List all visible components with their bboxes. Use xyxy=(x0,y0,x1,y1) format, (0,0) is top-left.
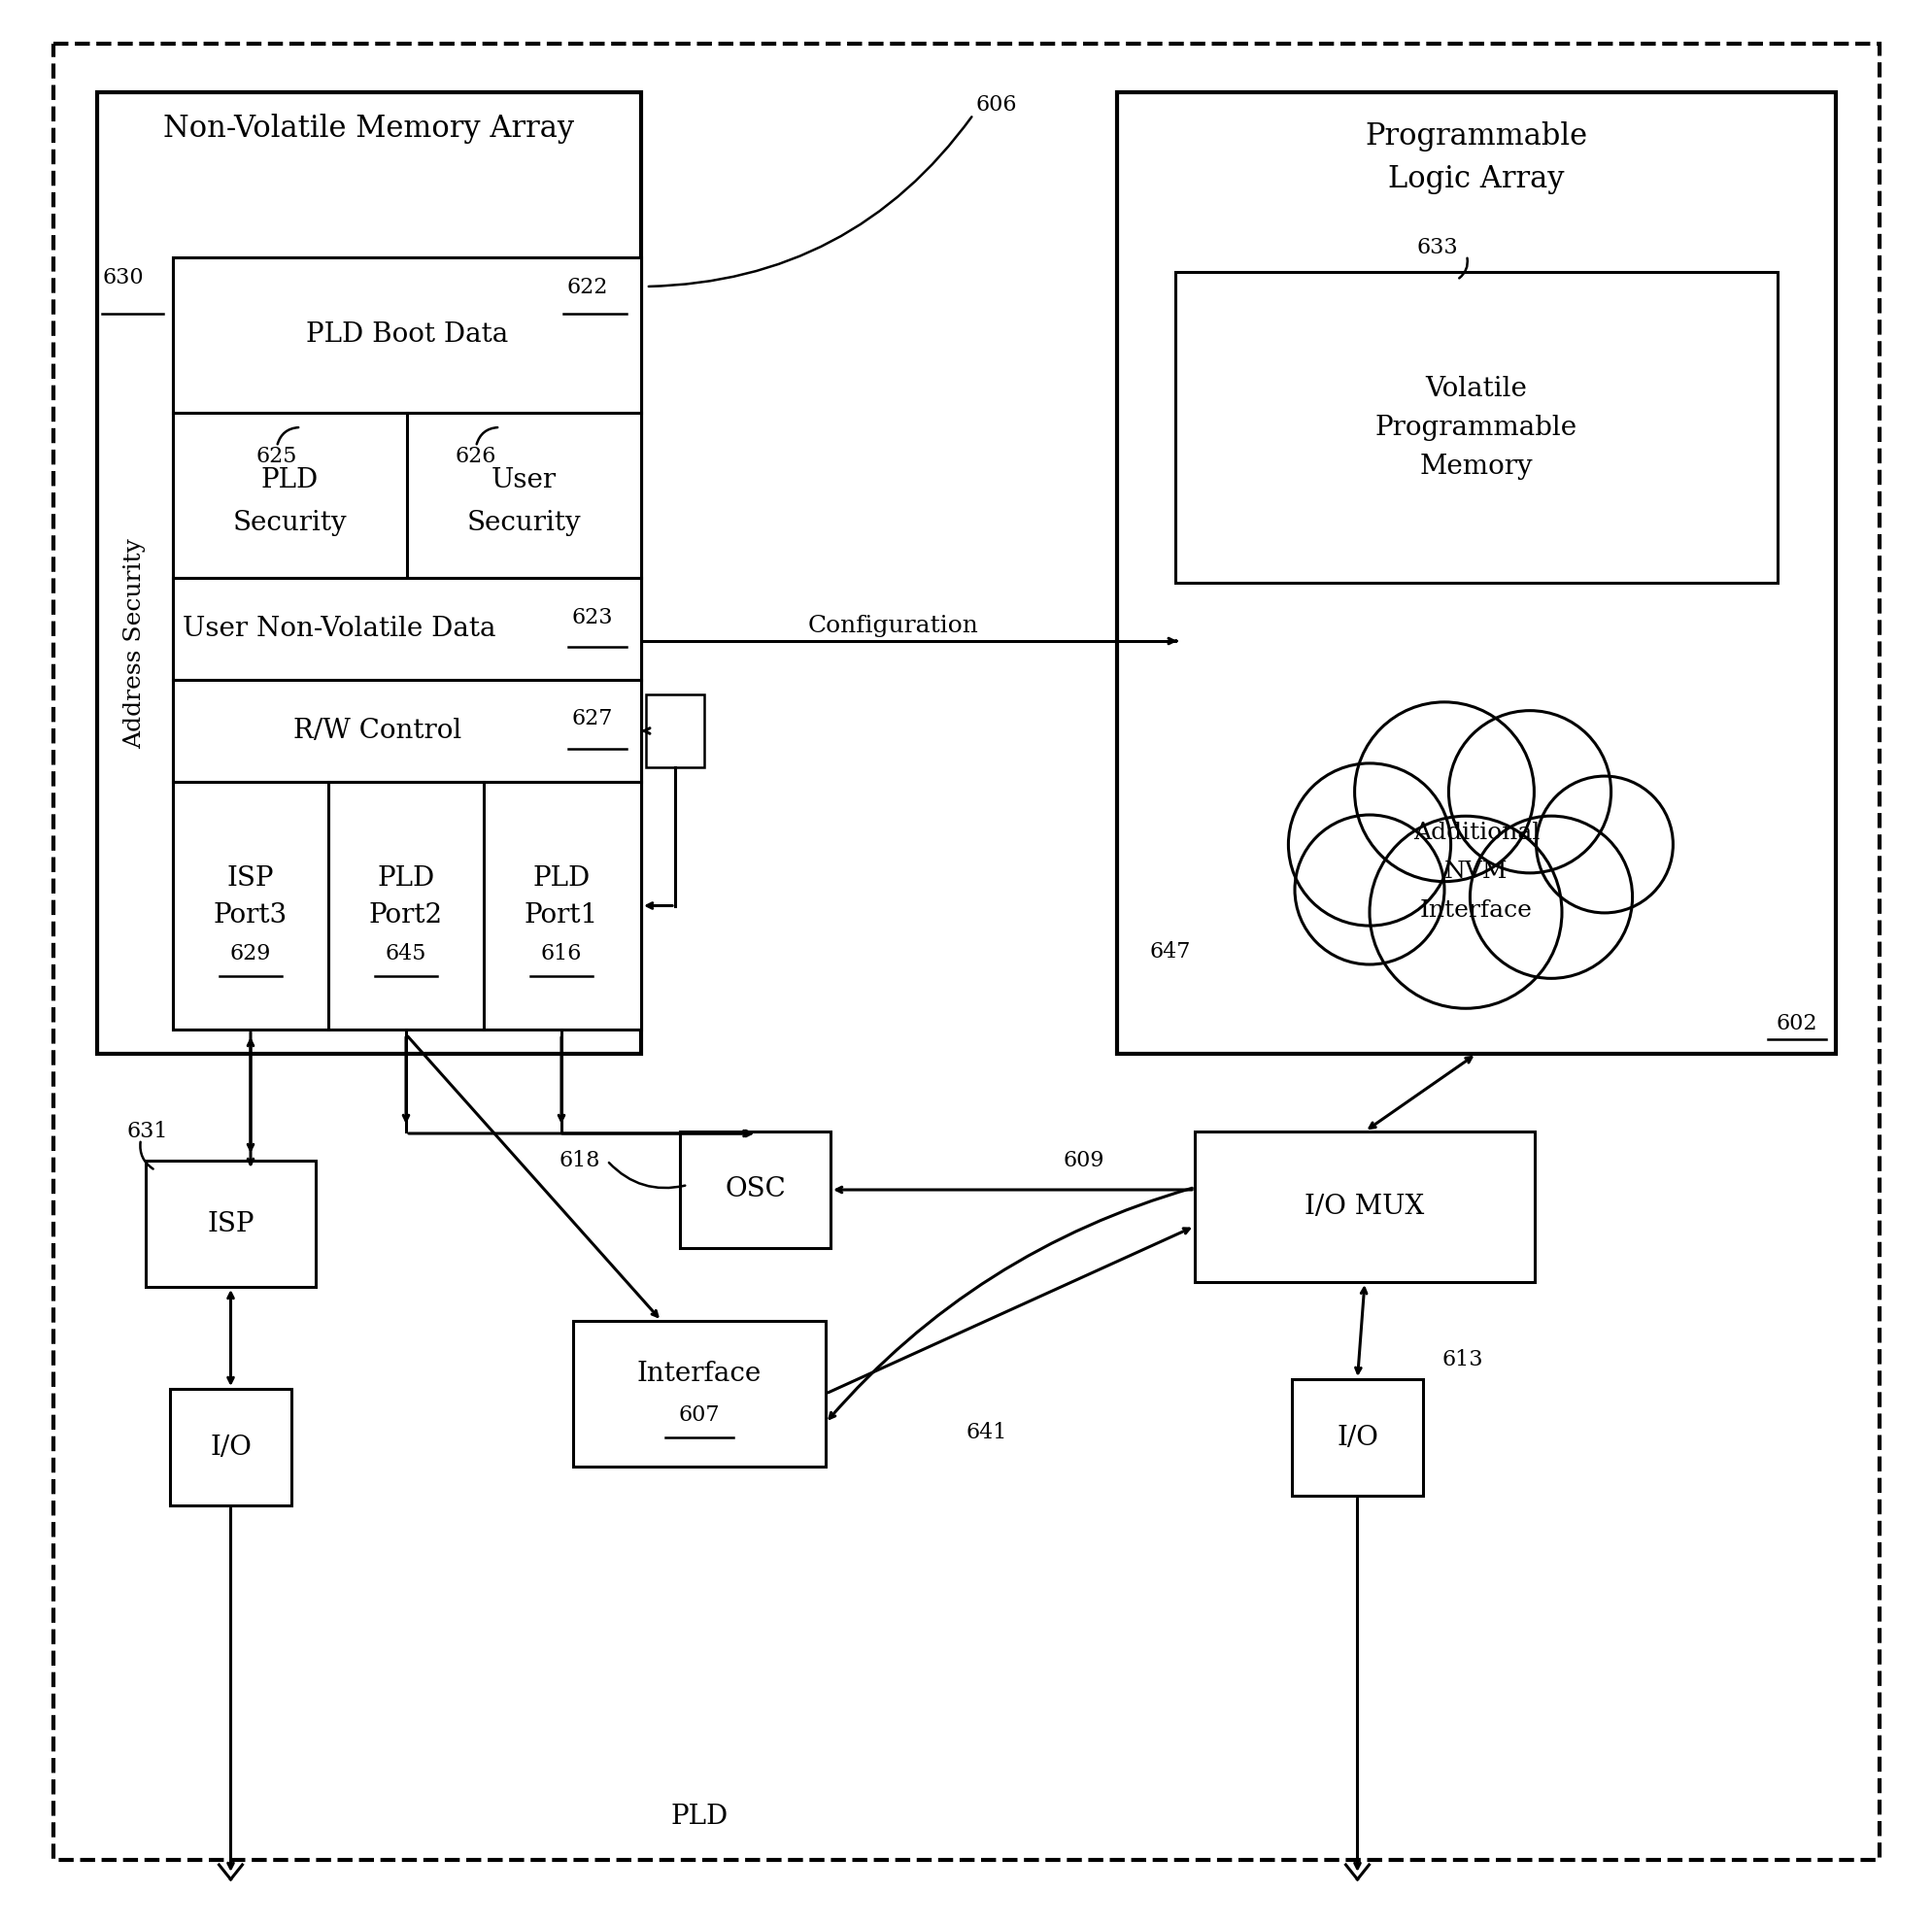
Text: Port3: Port3 xyxy=(214,903,288,928)
Circle shape xyxy=(1289,764,1451,926)
Text: Non-Volatile Memory Array: Non-Volatile Memory Array xyxy=(164,114,574,144)
Text: Configuration: Configuration xyxy=(808,616,980,637)
Text: ISP: ISP xyxy=(207,1211,255,1238)
Text: PLD: PLD xyxy=(670,1804,728,1829)
Circle shape xyxy=(1354,703,1534,882)
Text: 622: 622 xyxy=(568,277,609,298)
Text: 627: 627 xyxy=(572,708,612,730)
Text: ISP: ISP xyxy=(228,866,274,891)
Circle shape xyxy=(1449,710,1611,874)
Text: User Non-Volatile Data: User Non-Volatile Data xyxy=(184,616,497,643)
Bar xyxy=(172,578,641,680)
Bar xyxy=(645,695,705,768)
Text: Additional: Additional xyxy=(1412,822,1540,843)
Text: Programmable: Programmable xyxy=(1366,121,1588,150)
Text: 607: 607 xyxy=(678,1405,721,1426)
Text: R/W Control: R/W Control xyxy=(294,718,462,743)
Text: I/O: I/O xyxy=(1337,1424,1378,1451)
Text: 647: 647 xyxy=(1150,941,1190,962)
Text: Security: Security xyxy=(234,510,348,535)
Text: Address Security: Address Security xyxy=(124,539,147,749)
Bar xyxy=(1117,92,1835,1053)
Circle shape xyxy=(1470,816,1633,978)
Text: PLD Boot Data: PLD Boot Data xyxy=(305,321,508,348)
Text: Programmable: Programmable xyxy=(1376,414,1578,441)
Text: Interface: Interface xyxy=(1420,899,1532,922)
Text: 613: 613 xyxy=(1443,1349,1484,1371)
Text: I/O: I/O xyxy=(211,1434,251,1461)
Text: 641: 641 xyxy=(966,1423,1009,1444)
Text: 623: 623 xyxy=(572,606,612,628)
Text: 645: 645 xyxy=(386,943,427,964)
Text: 606: 606 xyxy=(976,94,1018,116)
Bar xyxy=(97,92,641,1053)
Bar xyxy=(1175,271,1777,583)
Text: Port1: Port1 xyxy=(524,903,599,928)
Circle shape xyxy=(1536,776,1673,912)
Text: 616: 616 xyxy=(541,943,582,964)
Text: 629: 629 xyxy=(230,943,270,964)
Text: Logic Array: Logic Array xyxy=(1389,166,1565,194)
Text: PLD: PLD xyxy=(533,866,589,891)
Bar xyxy=(1194,1132,1534,1282)
Bar xyxy=(170,1388,292,1505)
Bar xyxy=(1293,1378,1424,1496)
Text: 609: 609 xyxy=(1065,1149,1105,1170)
Text: 626: 626 xyxy=(456,447,497,468)
Text: 633: 633 xyxy=(1416,237,1459,258)
Text: I/O MUX: I/O MUX xyxy=(1304,1193,1424,1220)
Bar xyxy=(145,1161,315,1288)
Bar xyxy=(172,782,641,1030)
Text: 631: 631 xyxy=(126,1120,168,1142)
Text: Volatile: Volatile xyxy=(1426,375,1528,402)
Text: User: User xyxy=(491,468,556,495)
Text: Port2: Port2 xyxy=(369,903,442,928)
Bar xyxy=(172,680,641,782)
Text: 602: 602 xyxy=(1776,1013,1818,1034)
Text: PLD: PLD xyxy=(377,866,435,891)
Text: Memory: Memory xyxy=(1420,452,1534,479)
Text: PLD: PLD xyxy=(261,468,319,495)
Circle shape xyxy=(1294,814,1445,964)
Circle shape xyxy=(1370,816,1561,1009)
Bar xyxy=(172,412,641,577)
Bar xyxy=(172,258,641,412)
Text: Interface: Interface xyxy=(638,1361,761,1388)
Text: NVM: NVM xyxy=(1445,860,1509,882)
Text: 625: 625 xyxy=(257,447,298,468)
Bar xyxy=(574,1321,825,1467)
Text: 630: 630 xyxy=(102,268,143,289)
Text: Security: Security xyxy=(468,510,582,535)
Bar xyxy=(680,1132,831,1247)
Text: 618: 618 xyxy=(558,1149,601,1170)
Text: OSC: OSC xyxy=(724,1176,786,1203)
